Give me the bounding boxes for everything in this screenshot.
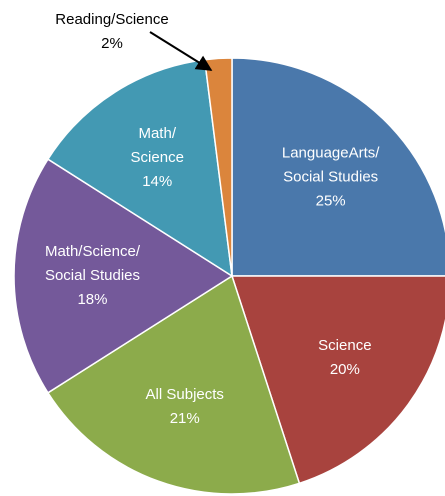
pie-slice bbox=[230, 275, 445, 485]
pie-slice bbox=[46, 58, 233, 278]
slice-label: All Subjects bbox=[146, 386, 224, 403]
value-label: 21% bbox=[170, 410, 200, 427]
pie-slice bbox=[46, 274, 301, 495]
value-label: 25% bbox=[316, 192, 346, 209]
slice-label: Science bbox=[131, 149, 184, 166]
pie-slice bbox=[13, 158, 234, 394]
slice-label: Reading/Science bbox=[55, 11, 168, 28]
value-label: 20% bbox=[330, 361, 360, 378]
value-label: 2% bbox=[101, 35, 123, 52]
slice-label: LanguageArts/ bbox=[282, 144, 380, 161]
slice-label: Social Studies bbox=[45, 267, 140, 284]
pie bbox=[13, 57, 445, 495]
slice-label: Science bbox=[318, 337, 371, 354]
slice-label: Social Studies bbox=[283, 168, 378, 185]
slice-label: Math/Science/ bbox=[45, 243, 141, 260]
callout-arrow bbox=[149, 31, 213, 71]
pie-slice bbox=[231, 57, 445, 277]
value-label: 18% bbox=[77, 291, 107, 308]
slice-label: Math/ bbox=[138, 125, 176, 142]
value-label: 14% bbox=[142, 173, 172, 190]
